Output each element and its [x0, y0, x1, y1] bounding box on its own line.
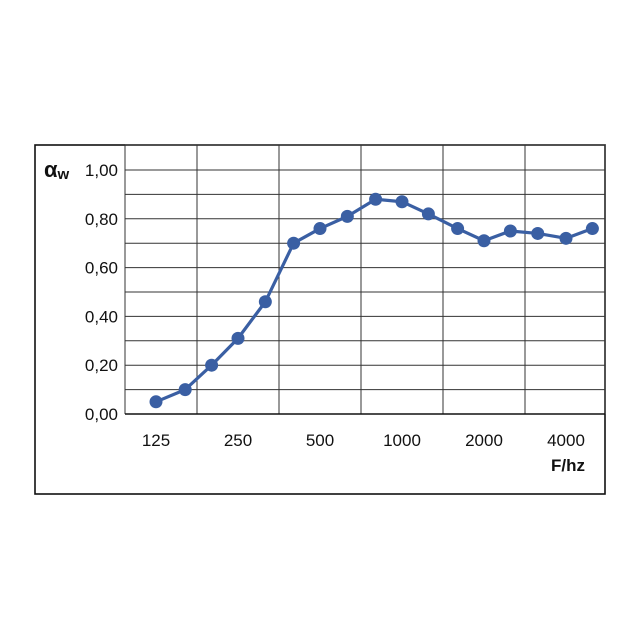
data-point: [205, 358, 219, 372]
y-tick-label: 0,60: [85, 259, 118, 278]
y-tick-label: 0,80: [85, 210, 118, 229]
x-tick-label: 2000: [465, 431, 503, 450]
data-point: [451, 222, 465, 236]
data-point: [340, 209, 354, 223]
data-point: [585, 222, 599, 236]
data-point: [559, 231, 573, 245]
x-axis-ticks: 125 250 500 1000 2000 4000: [142, 431, 585, 450]
y-axis-label: αw: [44, 157, 70, 183]
data-point: [531, 226, 545, 240]
y-tick-label: 0,00: [85, 405, 118, 424]
y-tick-label: 0,40: [85, 307, 118, 326]
x-tick-label: 500: [306, 431, 334, 450]
x-tick-label: 1000: [383, 431, 421, 450]
data-point: [421, 207, 435, 221]
data-point: [395, 195, 409, 209]
y-tick-label: 0,20: [85, 356, 118, 375]
grid: [124, 144, 606, 415]
data-point: [149, 395, 163, 409]
data-point: [503, 224, 517, 238]
x-tick-label: 250: [224, 431, 252, 450]
y-axis-subscript: w: [57, 166, 70, 183]
data-point: [313, 222, 327, 236]
y-axis-ticks: 0,00 0,20 0,40 0,60 0,80 1,00: [85, 161, 118, 424]
y-tick-label: 1,00: [85, 161, 118, 180]
data-point: [231, 331, 245, 345]
data-point: [178, 383, 192, 397]
series-line: [149, 192, 599, 409]
data-point: [258, 295, 272, 309]
y-axis-symbol: α: [44, 157, 58, 182]
data-point: [477, 234, 491, 248]
data-point: [369, 192, 383, 206]
x-tick-label: 4000: [547, 431, 585, 450]
x-tick-label: 125: [142, 431, 170, 450]
data-point: [287, 236, 301, 250]
series-polyline: [155, 197, 593, 404]
x-axis-label: F/hz: [551, 456, 585, 475]
